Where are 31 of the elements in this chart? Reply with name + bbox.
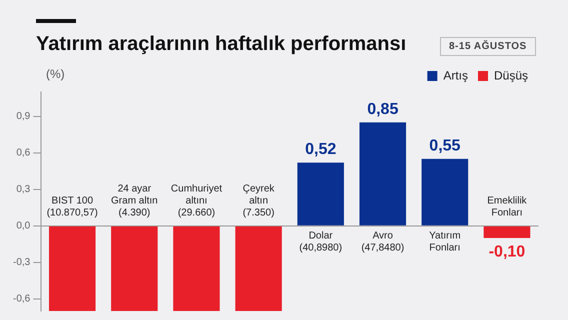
legend-label: Düşüş xyxy=(494,68,528,82)
x-tick-label: Çeyrek altın (7.350) xyxy=(242,184,276,219)
x-tick-label: Cumhuriyet altını (29.660) xyxy=(170,184,222,219)
x-tick-label: Dolar (40,8980) xyxy=(299,230,342,254)
data-label: -0,10 xyxy=(488,243,526,260)
x-tick-label: Emeklilik Fonları xyxy=(487,196,528,219)
chart-subtitle: 8-15 AĞUSTOS xyxy=(440,37,536,56)
y-tick-label: 0,3 xyxy=(16,184,31,196)
bar xyxy=(422,158,468,226)
bar xyxy=(297,162,344,226)
x-tick-label: 24 ayar Gram altın (4.390) xyxy=(111,184,158,219)
y-tick-label: 0,6 xyxy=(16,148,31,159)
data-label: 0,55 xyxy=(429,137,461,154)
bar xyxy=(48,226,96,311)
y-tick-label: -0,3 xyxy=(12,257,31,268)
chart-title: Yatırım araçlarının haftalık performansı xyxy=(36,33,406,56)
data-label: 0,52 xyxy=(305,140,336,158)
x-tick-label: Yatırım Fonları xyxy=(429,230,461,254)
x-tick-label: Avro (47,8480) xyxy=(361,230,404,254)
bar xyxy=(173,226,220,311)
y-axis-title: (%) xyxy=(46,67,65,81)
y-tick-label: 0,9 xyxy=(16,111,31,122)
y-tick-label: 0,0 xyxy=(16,220,31,232)
data-label: 0,85 xyxy=(367,100,398,118)
bar xyxy=(484,226,530,238)
legend-label: Artış xyxy=(443,68,468,82)
x-tick-label: BIST 100 (10.870,57) xyxy=(46,196,98,219)
bar xyxy=(111,226,158,311)
bar xyxy=(359,122,406,226)
y-tick-label: -0,6 xyxy=(12,294,31,305)
bar xyxy=(235,226,282,311)
